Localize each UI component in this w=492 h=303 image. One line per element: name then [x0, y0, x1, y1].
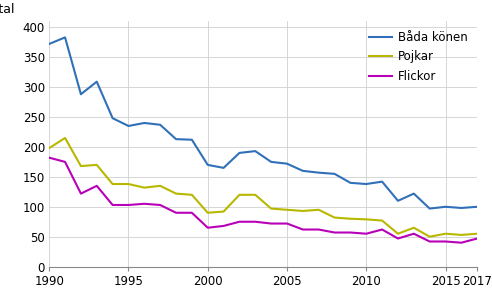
- Båda könen: [141, 121, 147, 125]
- Flickor: [110, 203, 116, 207]
- Pojkar: [252, 193, 258, 197]
- Pojkar: [94, 163, 100, 167]
- Båda könen: [443, 205, 449, 208]
- Båda könen: [252, 149, 258, 153]
- Båda könen: [125, 124, 131, 128]
- Flickor: [300, 228, 306, 231]
- Flickor: [443, 240, 449, 243]
- Pojkar: [443, 232, 449, 235]
- Flickor: [332, 231, 338, 234]
- Flickor: [474, 237, 480, 240]
- Båda könen: [268, 160, 274, 164]
- Flickor: [157, 203, 163, 207]
- Båda könen: [46, 42, 52, 46]
- Flickor: [268, 222, 274, 225]
- Båda könen: [94, 80, 100, 84]
- Båda könen: [316, 171, 322, 175]
- Flickor: [395, 237, 401, 240]
- Pojkar: [157, 184, 163, 188]
- Flickor: [205, 226, 211, 230]
- Pojkar: [395, 232, 401, 235]
- Båda könen: [284, 162, 290, 165]
- Flickor: [237, 220, 243, 224]
- Båda könen: [300, 169, 306, 173]
- Flickor: [284, 222, 290, 225]
- Flickor: [46, 156, 52, 159]
- Båda könen: [173, 137, 179, 141]
- Båda könen: [411, 192, 417, 195]
- Flickor: [252, 220, 258, 224]
- Pojkar: [237, 193, 243, 197]
- Båda könen: [220, 166, 226, 170]
- Pojkar: [78, 164, 84, 168]
- Pojkar: [110, 182, 116, 186]
- Pojkar: [379, 219, 385, 222]
- Flickor: [363, 232, 369, 235]
- Pojkar: [189, 193, 195, 197]
- Båda könen: [78, 92, 84, 96]
- Pojkar: [363, 218, 369, 221]
- Båda könen: [363, 182, 369, 186]
- Pojkar: [347, 217, 353, 221]
- Båda könen: [110, 116, 116, 120]
- Pojkar: [284, 208, 290, 211]
- Båda könen: [157, 123, 163, 127]
- Båda könen: [189, 138, 195, 142]
- Line: Båda könen: Båda könen: [49, 37, 477, 208]
- Flickor: [379, 228, 385, 231]
- Line: Pojkar: Pojkar: [49, 138, 477, 237]
- Båda könen: [237, 151, 243, 155]
- Pojkar: [125, 182, 131, 186]
- Flickor: [411, 232, 417, 235]
- Flickor: [125, 203, 131, 207]
- Flickor: [141, 202, 147, 206]
- Flickor: [94, 184, 100, 188]
- Båda könen: [205, 163, 211, 167]
- Båda könen: [379, 180, 385, 183]
- Pojkar: [173, 192, 179, 195]
- Pojkar: [300, 209, 306, 213]
- Flickor: [189, 211, 195, 215]
- Flickor: [316, 228, 322, 231]
- Pojkar: [268, 207, 274, 210]
- Pojkar: [316, 208, 322, 211]
- Pojkar: [332, 216, 338, 219]
- Båda könen: [459, 206, 464, 210]
- Båda könen: [474, 205, 480, 208]
- Flickor: [62, 160, 68, 164]
- Legend: Båda könen, Pojkar, Flickor: Båda könen, Pojkar, Flickor: [365, 27, 471, 86]
- Båda könen: [62, 35, 68, 39]
- Flickor: [347, 231, 353, 234]
- Pojkar: [62, 136, 68, 140]
- Pojkar: [220, 210, 226, 213]
- Flickor: [220, 224, 226, 228]
- Y-axis label: Antal: Antal: [0, 3, 15, 16]
- Flickor: [173, 211, 179, 215]
- Line: Flickor: Flickor: [49, 158, 477, 243]
- Flickor: [427, 240, 432, 243]
- Pojkar: [427, 235, 432, 238]
- Båda könen: [332, 172, 338, 176]
- Pojkar: [459, 233, 464, 237]
- Båda könen: [427, 207, 432, 210]
- Pojkar: [411, 226, 417, 230]
- Båda könen: [395, 199, 401, 203]
- Flickor: [78, 192, 84, 195]
- Pojkar: [46, 146, 52, 150]
- Båda könen: [347, 181, 353, 185]
- Flickor: [459, 241, 464, 245]
- Pojkar: [205, 211, 211, 215]
- Pojkar: [141, 186, 147, 189]
- Pojkar: [474, 232, 480, 235]
